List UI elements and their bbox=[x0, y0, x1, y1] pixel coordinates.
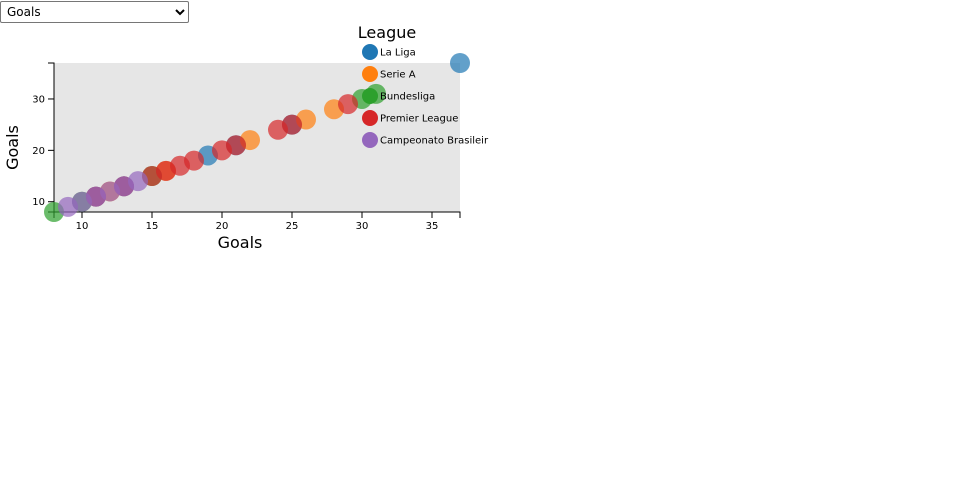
x-tick-label: 15 bbox=[146, 221, 159, 232]
x-axis: 10 15 20 25 30 35 bbox=[53, 211, 461, 232]
data-point[interactable] bbox=[282, 114, 302, 135]
data-point[interactable] bbox=[58, 196, 78, 217]
data-point[interactable] bbox=[86, 186, 106, 207]
legend-swatch bbox=[362, 110, 378, 126]
data-point[interactable] bbox=[338, 94, 358, 115]
y-axis-line bbox=[48, 62, 55, 213]
legend-title: League bbox=[358, 23, 416, 42]
data-point[interactable] bbox=[114, 176, 134, 197]
legend-label: Premier League bbox=[380, 114, 458, 125]
data-point[interactable] bbox=[450, 53, 470, 73]
y-tick-label: 10 bbox=[32, 197, 45, 208]
legend-swatch bbox=[362, 66, 378, 82]
data-points bbox=[44, 53, 470, 222]
legend-label: La Liga bbox=[380, 48, 416, 59]
x-tick-label: 35 bbox=[426, 221, 439, 232]
legend-label: Serie A bbox=[380, 70, 416, 81]
y-axis: 10 20 30 bbox=[32, 62, 55, 213]
x-tick-label: 20 bbox=[216, 221, 229, 232]
legend-swatch bbox=[362, 88, 378, 104]
x-tick-label: 30 bbox=[356, 221, 369, 232]
data-point[interactable] bbox=[212, 140, 232, 161]
metric-select[interactable]: Goals bbox=[0, 1, 189, 23]
y-axis-title: Goals bbox=[3, 125, 22, 170]
x-axis-line bbox=[53, 211, 461, 218]
legend: League La Liga Serie A Bundesliga Premier L… bbox=[358, 23, 489, 148]
x-tick-label: 10 bbox=[76, 221, 89, 232]
y-tick-label: 20 bbox=[32, 146, 45, 157]
x-axis-title: Goals bbox=[218, 233, 263, 252]
legend-label: Bundesliga bbox=[380, 92, 435, 103]
y-tick-label: 30 bbox=[32, 94, 45, 105]
legend-swatch bbox=[362, 132, 378, 148]
legend-label: Campeonato Brasileir bbox=[380, 136, 489, 147]
legend-swatch bbox=[362, 44, 378, 60]
x-tick-label: 25 bbox=[286, 221, 299, 232]
